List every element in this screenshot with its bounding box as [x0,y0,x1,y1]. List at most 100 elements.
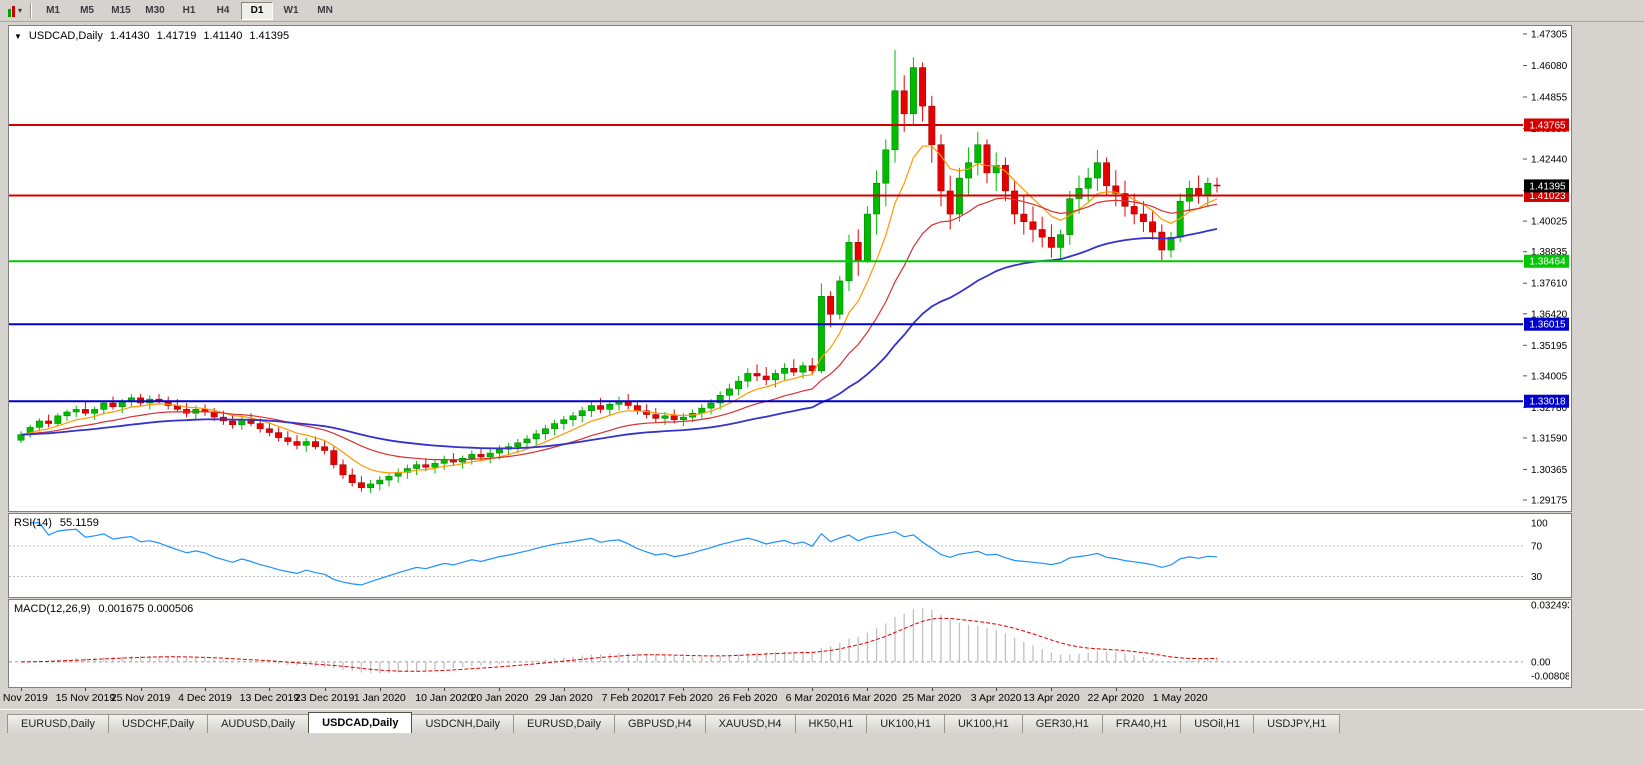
timeframe-button-w1[interactable]: W1 [283,4,299,16]
macd-canvas[interactable]: 0.032493 0.00 -0.008086 [9,600,1569,685]
macd-header: MACD(12,26,9) 0.001675 0.000506 [14,603,193,615]
macd-panel[interactable]: MACD(12,26,9) 0.001675 0.000506 0.032493… [8,599,1572,688]
macd-axis-label: -0.008086 [1531,672,1569,683]
time-axis-tick [867,688,869,691]
time-axis-tick [996,688,998,691]
svg-text:1.30365: 1.30365 [1531,465,1568,476]
candlestick-chart-icon [8,5,16,17]
time-axis-tick [21,688,22,691]
chart-tab-eurusd-daily[interactable]: EURUSD,Daily [7,714,109,733]
timeframe-button-m1[interactable]: M1 [46,4,60,16]
chart-tab-hk50-h1[interactable]: HK50,H1 [794,714,868,733]
time-axis-tick [1115,688,1117,691]
timeframe-toolbar: ▾ M1 M5 M15 M30 H1 H4 D1 W1 MN [0,0,1644,22]
time-axis-label: 1 Jan 2020 [353,692,406,704]
level-price-badge [1524,118,1569,132]
macd-indicator-name: MACD(12,26,9) [14,603,91,615]
time-axis-tick [499,688,501,691]
timeframe-button-mn[interactable]: MN [317,4,333,16]
chart-tab-ger30-h1[interactable]: GER30,H1 [1021,714,1103,733]
moving-average-line-ma-medium [20,197,1218,461]
time-axis-label: 15 Nov 2019 [55,692,116,704]
rsi-axis-label: 70 [1531,541,1543,552]
svg-text:1.44855: 1.44855 [1531,92,1568,103]
rsi-panel[interactable]: RSI(14) 55.1159 100 70 30 [8,513,1572,598]
chart-tab-uk100-h1[interactable]: UK100,H1 [866,714,945,733]
time-axis-label: 17 Feb 2020 [653,692,713,704]
time-axis-label: 13 Apr 2020 [1023,692,1080,704]
time-axis-tick [931,688,933,691]
time-axis-label: 22 Apr 2020 [1087,692,1145,704]
ohlc-close: 1.41395 [249,30,290,42]
svg-text:1.33018: 1.33018 [1529,397,1566,408]
time-axis-label: 7 Feb 2020 [601,692,655,704]
chart-tab-fra40-h1[interactable]: FRA40,H1 [1101,714,1182,733]
macd-axis-label: 0.032493 [1531,601,1569,612]
chart-tab-usdcnh-daily[interactable]: USDCNH,Daily [411,714,515,733]
time-axis-label: 13 Dec 2019 [239,692,300,704]
timeframe-button-m5[interactable]: M5 [80,4,94,16]
svg-text:1.41395: 1.41395 [1529,181,1566,192]
rsi-axis-label: 100 [1531,518,1548,529]
chart-tab-eurusd-daily[interactable]: EURUSD,Daily [513,714,615,733]
svg-text:1.42440: 1.42440 [1531,155,1568,166]
time-axis-label: 16 Mar 2020 [837,692,897,704]
time-axis-label: 3 Apr 2020 [970,692,1022,704]
time-axis-tick [812,688,814,691]
chart-tab-usoil-h1[interactable]: USOil,H1 [1180,714,1255,733]
chart-tab-bar: EURUSD,Daily USDCHF,Daily AUDUSD,Daily USDC… [0,709,1644,733]
time-axis-tick [747,688,749,691]
chevron-down-icon: ▾ [18,6,23,15]
time-axis-tick [379,688,381,691]
time-axis-tick [1051,688,1053,691]
svg-text:1.40025: 1.40025 [1531,217,1568,228]
chart-tab-usdjpy-h1[interactable]: USDJPY,H1 [1253,714,1341,733]
moving-average-line-ma-fast [20,145,1218,474]
time-axis-tick [205,688,206,691]
rsi-axis-label: 30 [1531,572,1543,583]
time-axis-tick [563,688,565,691]
moving-average-line-ma-slow [20,228,1218,450]
chart-symbol-label: USDCAD,Daily [28,30,103,42]
chart-tab-gbpusd-h4[interactable]: GBPUSD,H4 [614,714,706,733]
time-axis-tick [324,688,326,691]
timeframe-button-d1[interactable]: D1 [241,1,274,20]
time-axis-tick [1180,688,1182,691]
price-axis[interactable]: 1.473051.460801.448551.436301.424401.412… [1523,30,1568,507]
chart-tab-usdchf-daily[interactable]: USDCHF,Daily [107,714,209,733]
macd-indicator-values: 0.001675 0.000506 [98,603,194,615]
timeframe-button-h4[interactable]: H4 [216,4,230,16]
chart-tab-uk100-h1[interactable]: UK100,H1 [943,714,1023,733]
symbol-dropdown-icon[interactable]: ▼ [14,31,22,41]
macd-axis-label: 0.00 [1531,657,1551,668]
time-axis-tick [683,688,685,691]
time-axis-label: 6 Mar 2020 [785,692,839,704]
macd-signal-line [20,617,1218,672]
svg-text:1.32780: 1.32780 [1531,403,1568,414]
time-axis-label: 25 Nov 2019 [110,692,171,704]
svg-text:1.43765: 1.43765 [1529,120,1566,131]
time-axis-label: 29 Jan 2020 [534,692,593,704]
price-chart-canvas[interactable]: 1.473051.460801.448551.436301.424401.412… [9,26,1569,509]
svg-text:1.31590: 1.31590 [1531,433,1568,444]
rsi-canvas[interactable]: 100 70 30 [9,514,1569,595]
chart-tab-usdcad-daily[interactable]: USDCAD,Daily [308,712,413,733]
chart-type-button[interactable]: ▾ [4,1,26,20]
rsi-indicator-value: 55.1159 [59,517,99,529]
timeframe-button-m30[interactable]: M30 [145,4,165,16]
time-axis-tick [444,688,446,691]
chart-tab-xauusd-h4[interactable]: XAUUSD,H4 [704,714,796,733]
current-price-badge [1524,179,1569,193]
time-axis-tick [85,688,87,691]
time-axis-tick [140,688,142,691]
svg-text:1.41023: 1.41023 [1529,191,1566,202]
timeframe-button-h1[interactable]: H1 [182,4,196,16]
price-chart-panel[interactable]: ▼ USDCAD,Daily 1.41430 1.41719 1.41140 1… [8,25,1572,512]
ohlc-open: 1.41430 [109,30,150,42]
time-axis-tick [628,688,630,691]
level-price-badge [1524,254,1569,268]
time-axis-label: 26 Feb 2020 [718,692,778,704]
chart-tab-audusd-daily[interactable]: AUDUSD,Daily [207,714,310,733]
timeframe-button-m15[interactable]: M15 [111,4,131,16]
